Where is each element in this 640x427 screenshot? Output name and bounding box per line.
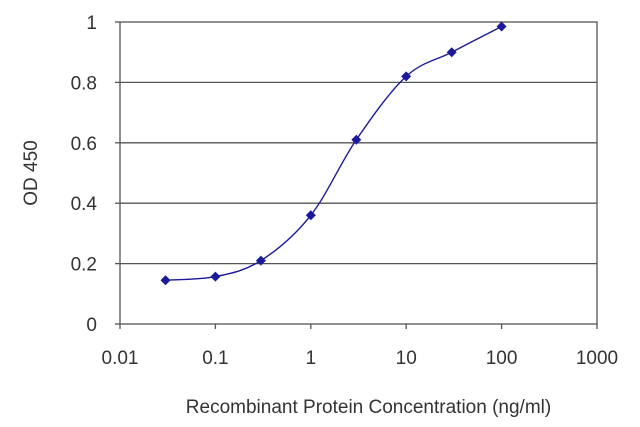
x-tick-label-3: 10 — [396, 348, 417, 369]
y-axis-title: OD 450 — [21, 140, 42, 205]
x-tick-label-0: 0.01 — [102, 348, 139, 369]
series-0-point-5 — [401, 71, 412, 82]
y-tick-label-3: 0.6 — [71, 134, 97, 155]
series-0-point-1 — [210, 271, 221, 282]
series-0-point-6 — [446, 47, 457, 58]
y-tick-label-0: 0 — [86, 315, 97, 336]
x-tick-label-2: 1 — [306, 348, 317, 369]
y-tick-label-4: 0.8 — [71, 73, 97, 94]
series-0-point-2 — [255, 255, 266, 266]
y-tick-label-2: 0.4 — [71, 194, 98, 215]
y-tick-label-1: 0.2 — [71, 255, 97, 276]
series-0-point-7 — [496, 21, 507, 32]
series-0-point-4 — [351, 134, 362, 145]
x-tick-label-4: 100 — [486, 348, 518, 369]
y-tick-label-5: 1 — [86, 13, 97, 34]
series-0-point-3 — [305, 210, 316, 221]
plot-frame — [119, 21, 598, 325]
x-tick-label-1: 0.1 — [202, 348, 228, 369]
series-0-point-0 — [160, 275, 171, 286]
x-axis-title: Recombinant Protein Concentration (ng/ml… — [186, 397, 551, 418]
x-tick-label-5: 1000 — [576, 348, 618, 369]
series-0-curve — [165, 25, 502, 281]
